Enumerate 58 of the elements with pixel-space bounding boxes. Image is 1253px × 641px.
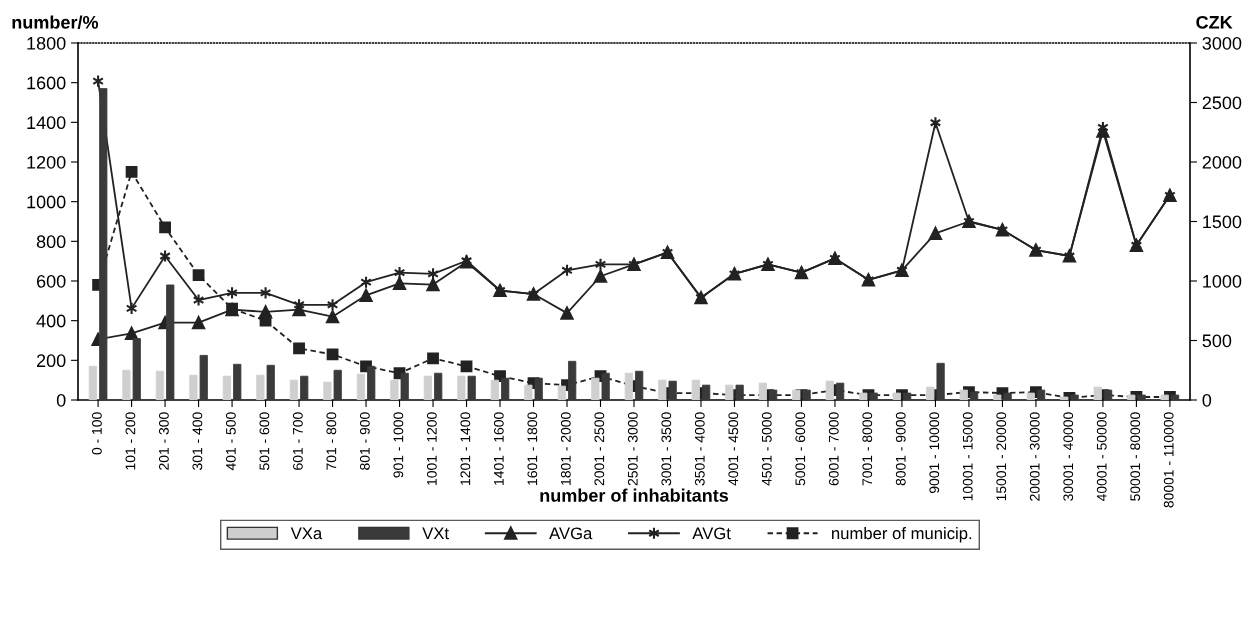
x-tick-label: 601 - 700: [292, 412, 303, 470]
x-tick-label: 901 - 1000: [393, 412, 404, 478]
x-tick-label: 5001 - 6000: [795, 412, 806, 486]
x-tick-label: 101 - 200: [125, 412, 136, 470]
y-tick-label: 1000: [27, 195, 66, 209]
legend-label: AVGa: [549, 527, 593, 540]
y2-tick-label: 1500: [1203, 215, 1242, 229]
x-tick-label: 6001 - 7000: [828, 412, 839, 486]
y-tick-label: 1800: [27, 36, 66, 50]
x-tick-label: 301 - 400: [192, 412, 203, 470]
legend-label: VXt: [422, 527, 449, 540]
x-tick-label: 7001 - 8000: [862, 412, 873, 486]
y2-tick-label: 1000: [1203, 274, 1242, 288]
y2-tick-label: 3000: [1202, 36, 1242, 50]
x-tick-label: 10001 - 15000: [962, 412, 973, 501]
x-tick-label: 40001 - 50000: [1096, 412, 1107, 502]
x-tick-label: 1201 - 1400: [460, 412, 471, 485]
y-tick-label: 800: [36, 235, 66, 249]
x-tick-label: 80001 - 110000: [1163, 412, 1174, 508]
x-tick-label: 1001 - 1200: [426, 412, 437, 485]
x-tick-label: 50001 - 80000: [1130, 412, 1141, 501]
x-tick-label: 1401 - 1600: [493, 412, 504, 485]
x-tick-label: 2501 - 3000: [627, 412, 638, 486]
x-tick-label: 4501 - 5000: [761, 412, 772, 486]
x-axis-title: number of inhabitants: [540, 488, 729, 502]
y-tick-label: 1200: [27, 155, 66, 169]
x-tick-label: 20001 - 30000: [1029, 412, 1040, 501]
y2-tick-label: 500: [1202, 334, 1232, 348]
y-tick-label: 0: [56, 393, 66, 407]
x-tick-label: 9001 - 10000: [929, 412, 940, 494]
legend-label: VXa: [290, 527, 323, 540]
legend-label: AVGt: [692, 527, 731, 540]
legend-label: number of municip.: [832, 527, 972, 543]
x-tick-label: 701 - 800: [326, 412, 337, 470]
y2-axis-title: CZK: [1196, 15, 1233, 29]
x-tick-label: 2001 - 2500: [594, 412, 605, 486]
x-tick-label: 30001 - 40000: [1063, 412, 1074, 501]
y-tick-label: 400: [36, 314, 66, 328]
x-tick-label: 1801 - 2000: [560, 412, 571, 485]
x-tick-label: 401 - 500: [225, 412, 236, 471]
x-tick-label: 501 - 600: [259, 412, 270, 470]
y-tick-label: 600: [36, 274, 66, 288]
y-tick-label: 1400: [27, 116, 66, 130]
x-tick-label: 801 - 900: [359, 412, 370, 470]
x-tick-label: 1601 - 1800: [527, 412, 538, 485]
x-tick-label: 4001 - 4500: [728, 412, 739, 486]
x-tick-label: 3001 - 3500: [661, 412, 672, 486]
y-tick-label: 200: [36, 354, 66, 368]
y2-tick-label: 2000: [1202, 155, 1242, 169]
x-tick-label: 8001 - 9000: [895, 412, 906, 486]
y-axis-title: number/%: [12, 15, 99, 29]
x-tick-label: 0 - 100: [91, 412, 102, 455]
x-tick-label: 15001 - 20000: [996, 412, 1007, 501]
x-tick-label: 3501 - 4000: [694, 412, 705, 486]
y2-tick-label: 0: [1202, 393, 1212, 407]
x-tick-label: 201 - 300: [158, 412, 169, 470]
y-tick-label: 1600: [27, 76, 66, 90]
y2-tick-label: 2500: [1202, 96, 1242, 110]
